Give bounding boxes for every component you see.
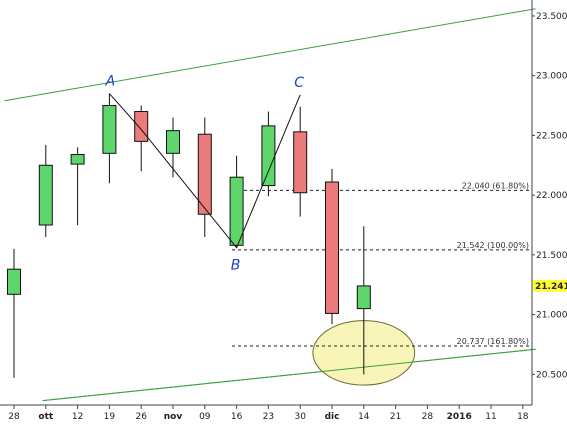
candle <box>38 144 53 237</box>
x-tick-label: 28 <box>8 412 20 422</box>
candle <box>356 226 371 375</box>
candle-body-up <box>38 164 53 226</box>
y-tick-label: 20.500 <box>536 370 567 380</box>
x-tick-label: 09 <box>199 412 211 422</box>
x-tick-label: 28 <box>422 412 434 422</box>
x-tick-label: 16 <box>231 412 243 422</box>
candle-body-up <box>102 105 117 154</box>
candle-body-down <box>325 181 339 314</box>
x-tick-label: 2016 <box>447 412 472 422</box>
x-tick-label: 21 <box>390 412 401 422</box>
x-tick-label: 19 <box>104 412 116 422</box>
x-tick-label: 23 <box>263 412 274 422</box>
fib-level-label: 20.737 (161.80%) <box>457 337 529 346</box>
candle-body-up <box>166 130 180 154</box>
candle-body-up <box>229 176 244 246</box>
channel-line-upper <box>4 8 536 102</box>
candle-body-up <box>356 285 371 310</box>
fib-level-label: 21.542 (100.00%) <box>457 241 529 250</box>
y-tick-label: 21.500 <box>536 251 567 261</box>
candle <box>229 155 244 248</box>
candle-body-down <box>293 131 308 194</box>
y-tick-label: 23.500 <box>536 12 567 22</box>
y-tick-label: 22.000 <box>536 191 567 201</box>
fib-level-label: 22.040 (61.80%) <box>462 181 529 190</box>
candle-body-down <box>197 133 212 215</box>
last-price-tag <box>533 279 567 292</box>
candle <box>325 168 339 325</box>
candle <box>261 111 276 197</box>
candle-body-up <box>70 154 85 165</box>
y-tick-label: 22.500 <box>536 131 567 141</box>
candle <box>293 106 308 217</box>
candle <box>166 117 180 178</box>
candle <box>70 147 85 226</box>
candle <box>134 105 149 172</box>
candle <box>7 248 21 378</box>
x-tick-label: 11 <box>485 412 496 422</box>
wave-label-c: C <box>294 75 304 91</box>
candle-body-up <box>7 268 21 295</box>
last-price-label: 21.241 <box>535 282 567 292</box>
x-tick-label: dic <box>325 412 340 422</box>
x-tick-label: 18 <box>517 412 529 422</box>
candle <box>102 93 117 184</box>
candle-body-up <box>261 125 276 187</box>
x-tick-label: nov <box>164 412 183 422</box>
wave-label-a: A <box>105 74 116 90</box>
wave-label-b: B <box>231 258 241 274</box>
x-tick-label: 26 <box>135 412 147 422</box>
channel-line-lower-overlay <box>42 348 536 402</box>
x-tick-label: 14 <box>358 412 370 422</box>
x-tick-label: 30 <box>294 412 306 422</box>
x-tick-label: 12 <box>72 412 83 422</box>
y-tick-label: 21.000 <box>536 311 567 321</box>
candle <box>197 117 212 237</box>
abc-zigzag-line <box>109 93 301 249</box>
x-tick-label: ott <box>38 412 53 422</box>
y-tick-label: 23.000 <box>536 72 567 82</box>
candle-body-down <box>134 111 149 142</box>
